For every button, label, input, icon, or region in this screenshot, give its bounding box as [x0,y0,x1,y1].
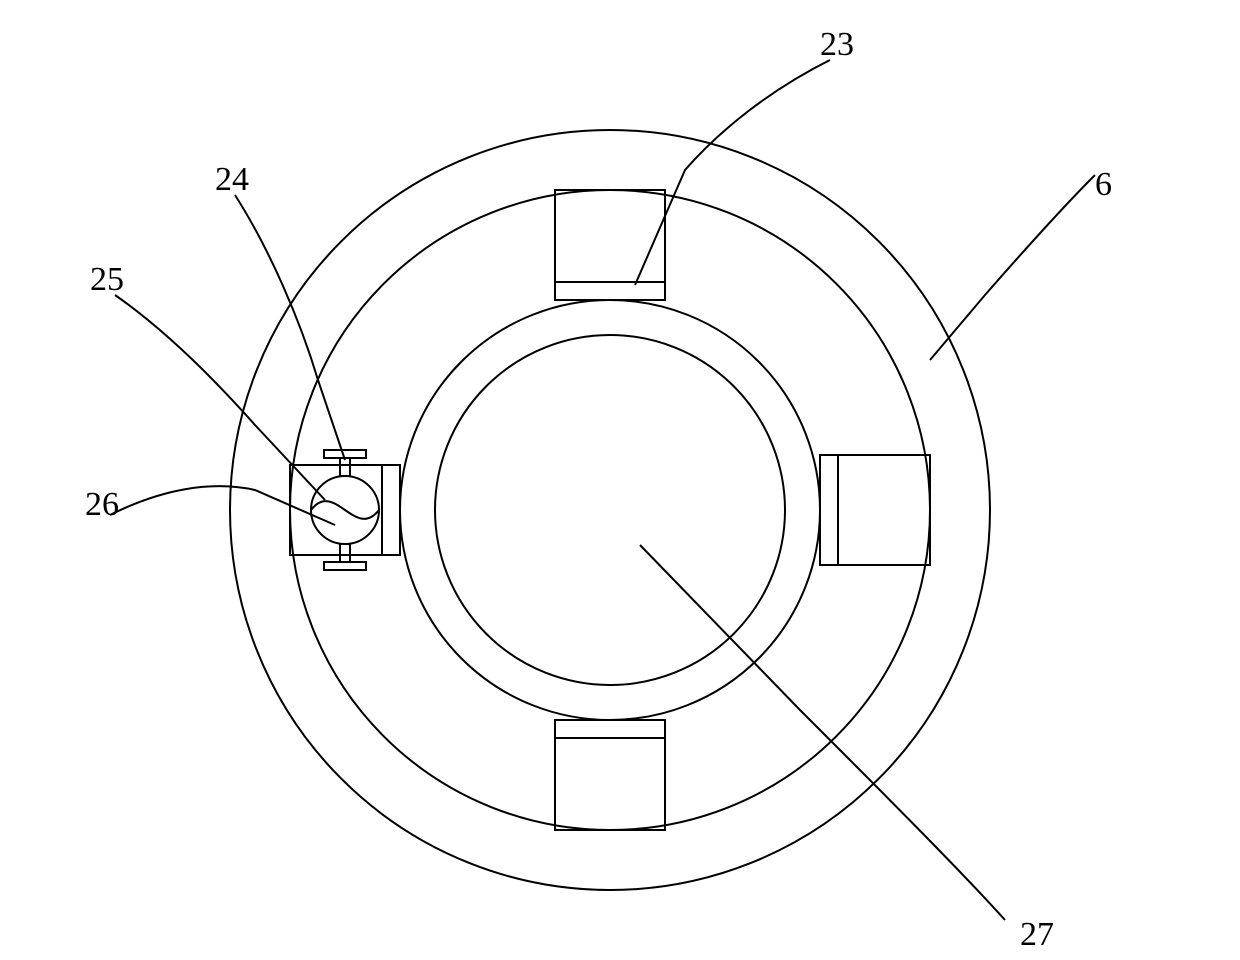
roller-flange [324,562,366,570]
geometry-layer [230,130,990,890]
callout-label-26: 26 [85,486,119,523]
circle-inner [435,335,785,685]
callout-label-27: 27 [1020,916,1054,953]
leader-6 [930,175,1095,360]
slider-block-right [820,455,930,565]
roller-stem [340,458,350,476]
circle-track_o [290,190,930,830]
mechanical-diagram: 23 6 24 25 26 27 [0,0,1240,960]
slider-block-bottom [555,720,665,830]
roller-stem [340,544,350,562]
leader-27 [640,545,1005,920]
slider-block-top [555,190,665,300]
callout-label-25: 25 [90,261,124,298]
callout-label-24: 24 [215,161,249,198]
callout-label-23: 23 [820,26,854,63]
callout-label-6: 6 [1095,166,1112,203]
circle-track_i [400,300,820,720]
roller-seam [311,501,379,519]
callouts-layer: 23 6 24 25 26 27 [85,26,1112,953]
roller-flange [324,450,366,458]
leader-26 [110,486,335,525]
